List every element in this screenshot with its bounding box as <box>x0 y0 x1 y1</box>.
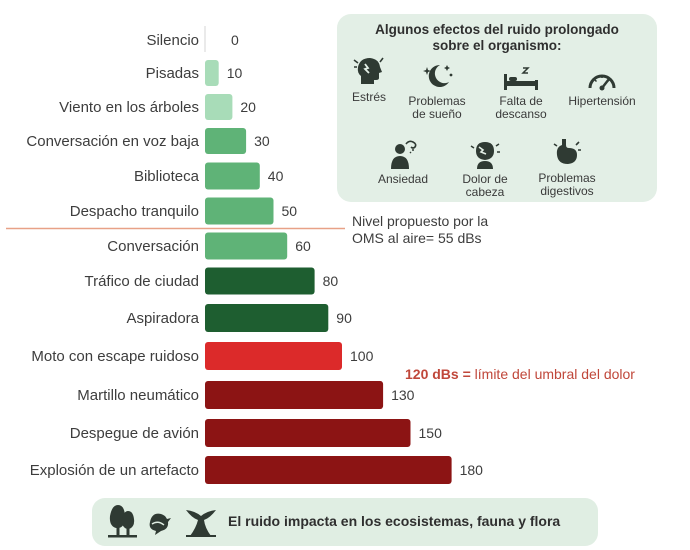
bar-3 <box>205 128 247 154</box>
whale-tail-icon <box>186 510 216 537</box>
category-label: Tráfico de ciudad <box>84 273 199 290</box>
effect-anxiety: Ansiedad <box>360 138 446 186</box>
value-label: 50 <box>282 203 298 219</box>
value-label: 180 <box>460 462 484 478</box>
category-label: Aspiradora <box>126 310 199 327</box>
bar-12 <box>205 456 452 484</box>
bar-8 <box>205 304 329 332</box>
effect-stress: Estrés <box>326 54 412 104</box>
effects-title-line2: sobre el organismo: <box>432 38 562 53</box>
pain-threshold-label: 120 dBs = límite del umbral del dolor <box>405 366 635 382</box>
value-label: 30 <box>254 133 270 149</box>
bar-5 <box>205 197 274 225</box>
effect-lack-of-rest: Falta de descanso <box>478 64 564 121</box>
bed-icon <box>504 67 538 90</box>
health-effects-panel: Algunos efectos del ruido prolongado sob… <box>337 14 657 202</box>
category-label: Despegue de avión <box>70 425 199 442</box>
effect-anxiety-label: Ansiedad <box>377 172 429 186</box>
bar-9 <box>205 342 342 370</box>
category-label: Explosión de un artefacto <box>30 462 199 479</box>
anxious-person-icon <box>391 140 417 169</box>
stomach-icon <box>553 139 581 164</box>
category-label: Moto con escape ruidoso <box>31 348 199 365</box>
bar-11 <box>205 419 411 447</box>
effects-title: Algunos efectos del ruido prolongado sob… <box>337 22 657 54</box>
moon-stars-icon <box>423 64 453 87</box>
bar-6 <box>205 232 288 260</box>
who-reference-label-line2: OMS al aire= 55 dBs <box>352 230 482 246</box>
value-label: 10 <box>227 65 243 81</box>
value-label: 60 <box>295 238 311 254</box>
category-label: Silencio <box>146 32 199 49</box>
category-label: Viento en los árboles <box>59 99 199 116</box>
effect-digestive-label: Problemas digestivos <box>538 171 596 198</box>
value-label: 20 <box>240 99 256 115</box>
value-label: 100 <box>350 348 374 364</box>
ecosystem-banner-text: El ruido impacta en los ecosistemas, fau… <box>228 513 561 529</box>
bar-7 <box>205 267 315 295</box>
effect-sleep-problems: Problemas de sueño <box>394 62 480 121</box>
who-reference-label-line1: Nivel propuesto por la <box>352 213 488 229</box>
category-label: Despacho tranquilo <box>70 203 199 220</box>
value-label: 0 <box>231 32 239 48</box>
effect-hypertension: Hipertensión <box>559 68 645 108</box>
ecosystem-banner: El ruido impacta en los ecosistemas, fau… <box>92 498 598 546</box>
bar-2 <box>205 94 233 120</box>
pain-threshold-value: 120 dBs = <box>405 366 475 382</box>
bird-icon <box>149 513 171 535</box>
gauge-icon <box>588 74 616 91</box>
stress-head-icon <box>353 57 384 84</box>
category-label: Conversación en voz baja <box>26 133 199 150</box>
effect-digestive: Problemas digestivos <box>524 135 610 198</box>
headache-icon <box>470 142 500 169</box>
effects-title-line1: Algunos efectos del ruido prolongado <box>375 22 619 37</box>
trees-icon <box>108 505 137 538</box>
value-label: 130 <box>391 387 415 403</box>
value-label: 40 <box>268 168 284 184</box>
bar-4 <box>205 162 260 190</box>
effect-headache-label: Dolor de cabeza <box>462 172 508 199</box>
value-label: 80 <box>323 273 339 289</box>
effect-stress-label: Estrés <box>351 90 386 104</box>
eco-icons-group <box>108 505 216 538</box>
bar-10 <box>205 381 384 409</box>
effect-rest-label: Falta de descanso <box>495 94 547 121</box>
effect-headache: Dolor de cabeza <box>442 138 528 199</box>
pain-threshold-text: límite del umbral del dolor <box>475 366 636 382</box>
category-label: Martillo neumático <box>77 387 199 404</box>
bar-1 <box>205 60 219 86</box>
value-label: 150 <box>419 425 443 441</box>
category-label: Pisadas <box>146 65 199 82</box>
category-label: Biblioteca <box>134 168 200 185</box>
effect-sleep-label: Problemas de sueño <box>408 94 466 121</box>
effect-hypertension-label: Hipertensión <box>568 94 636 108</box>
value-label: 90 <box>336 310 352 326</box>
category-label: Conversación <box>107 238 199 255</box>
